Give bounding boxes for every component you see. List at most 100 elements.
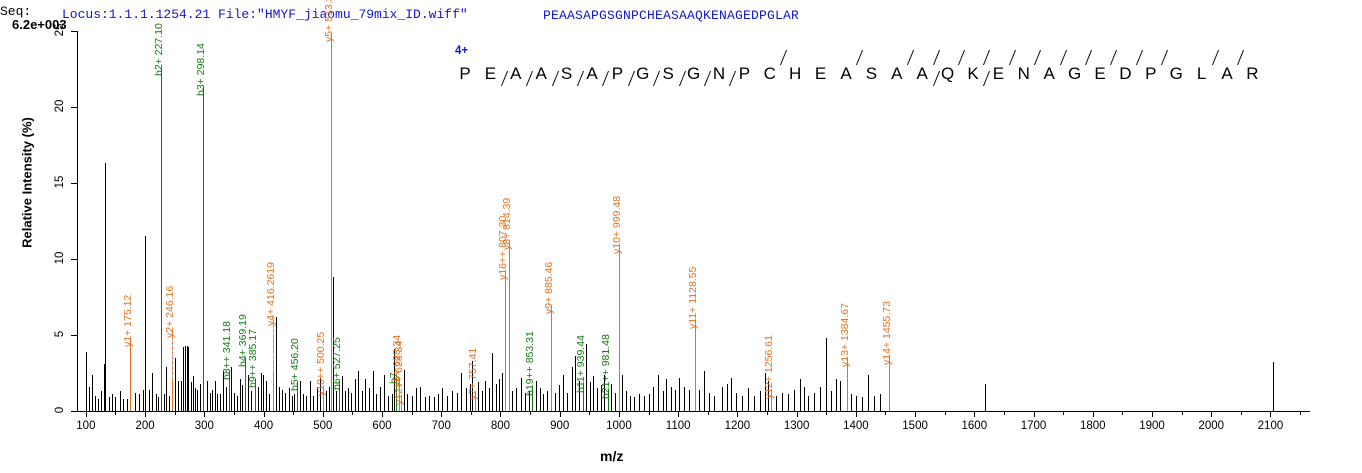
spectrum-peak (516, 388, 518, 411)
spectrum-peak (726, 383, 728, 411)
x-minor-tick (1063, 411, 1065, 415)
spectrum-peak (666, 379, 668, 411)
spectrum-peak (477, 382, 479, 411)
x-tick (1152, 411, 1153, 417)
x-tick-label: 800 (490, 420, 511, 432)
spectrum-peak (328, 386, 330, 411)
spectrum-peak (215, 380, 216, 411)
peptide-sequence-text: PEAASAPGSGNPCHEASAAQKENAGEDPGLAR (543, 8, 800, 23)
spectrum-peak (278, 386, 280, 411)
spectrum-peak (630, 395, 632, 411)
fragment-peak-y (846, 357, 848, 411)
spectrum-peak (220, 394, 222, 411)
spectrum-peak (820, 386, 822, 411)
fragment-peak-b (296, 382, 298, 411)
spectrum-peak (567, 392, 569, 411)
spectrum-peak (183, 347, 185, 411)
spectrum-peak (826, 338, 828, 411)
spectrum-peak (368, 388, 370, 411)
spectrum-peak (355, 379, 357, 411)
spectrum-peak (325, 391, 327, 411)
spectrum-peak (387, 395, 389, 411)
y-tick (71, 183, 77, 184)
spectrum-peak (251, 391, 253, 411)
fragment-peak-y (130, 338, 132, 411)
spectrum-peak (731, 377, 733, 411)
x-minor-tick (648, 411, 650, 415)
spectrum-peak (787, 394, 789, 411)
x-tick (204, 411, 206, 417)
leader-line (172, 328, 174, 377)
spectrum-peak (648, 394, 650, 411)
spectrum-peak (536, 380, 538, 411)
spectrum-peak (89, 386, 91, 411)
x-minor-tick (826, 411, 828, 415)
x-tick-label: 100 (76, 420, 96, 432)
spectrum-peak (188, 347, 190, 411)
spectrum-peak (808, 395, 810, 411)
spectrum-peak (662, 391, 664, 411)
locus-file-text: Locus:1.1.1.1254.21 File:"HMYF_jiaomu_79… (62, 7, 468, 22)
spectrum-peak (111, 394, 113, 411)
spectrum-peak (393, 348, 395, 411)
spectrum-peak (300, 380, 302, 411)
residue: E (1094, 64, 1106, 83)
spectrum-peak (803, 386, 805, 411)
spectrum-peak (101, 391, 103, 411)
spectrum-peak (348, 388, 350, 411)
spectrum-peak (407, 394, 409, 411)
x-minor-tick (944, 411, 946, 415)
spectrum-peak (148, 389, 150, 411)
x-tick (1211, 411, 1213, 417)
residue: A (1221, 64, 1233, 83)
x-minor-tick (115, 411, 117, 415)
spectrum-peak (344, 391, 346, 411)
x-tick (500, 411, 502, 417)
y-tick (71, 411, 77, 412)
x-tick (322, 411, 324, 417)
spectrum-peak (294, 394, 296, 411)
fragment-peak-b (583, 383, 585, 411)
spectrum-peak (403, 369, 405, 411)
x-tick (618, 411, 620, 417)
spectrum-peak (520, 377, 522, 411)
fragment-peak-y (504, 271, 506, 411)
spectrum-peak (239, 379, 241, 411)
residue: L (1196, 64, 1207, 83)
spectrum-peak (688, 389, 690, 411)
spectrum-peak (135, 392, 137, 411)
spectrum-peak (285, 392, 287, 411)
x-tick (382, 411, 384, 417)
spectrum-peak (303, 394, 305, 411)
spectrum-peak (867, 374, 869, 411)
spectrum-peak (341, 376, 343, 411)
spectrum-peak (223, 371, 225, 411)
residue: G (1067, 64, 1082, 83)
x-minor-tick (1300, 411, 1302, 415)
x-tick (855, 411, 857, 417)
spectrum-peak (108, 397, 110, 411)
x-tick (678, 411, 680, 417)
spectrum-peak (699, 389, 701, 411)
spectrum-peak (653, 386, 655, 411)
spectrum-peak (679, 377, 681, 411)
x-minor-tick (174, 411, 176, 415)
x-minor-tick (767, 411, 769, 415)
spectrum-peak (488, 388, 490, 411)
spectrum-peak (260, 373, 262, 411)
spectrum-peak (767, 380, 769, 411)
spectrum-peak (438, 394, 440, 411)
x-tick-label: 600 (372, 420, 392, 432)
spectrum-peak (830, 391, 832, 411)
spectrum-peak (456, 392, 458, 411)
spectrum-peak (257, 386, 259, 411)
residue: A (510, 64, 522, 83)
peak-label: y10++ 500.25 (314, 331, 327, 396)
spectrum-peak (306, 395, 308, 411)
spectrum-peak (634, 397, 636, 411)
peak-label: y10+ 999.48 (610, 196, 623, 255)
spectrum-peak (276, 316, 277, 411)
x-tick-label: 1800 (1079, 420, 1106, 432)
